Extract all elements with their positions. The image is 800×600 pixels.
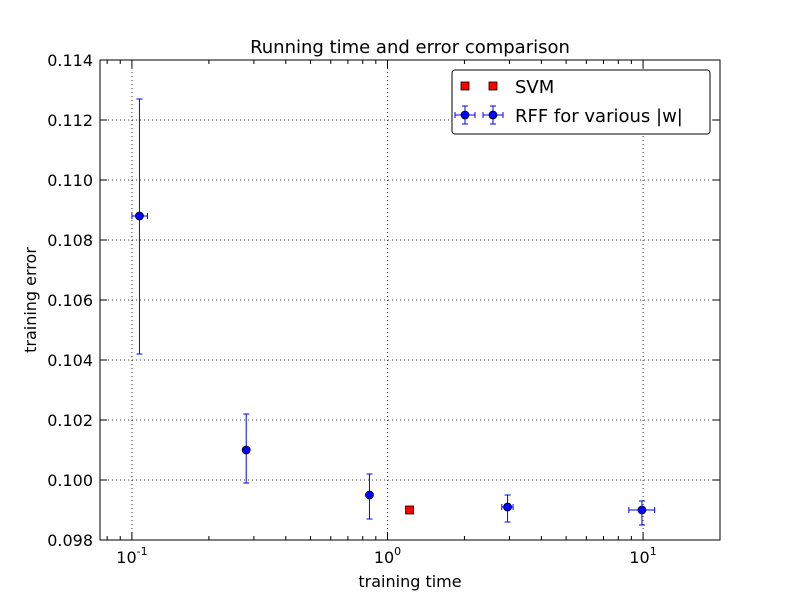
rff-point — [503, 502, 512, 512]
ticks — [100, 59, 720, 541]
legend-marker-rff — [488, 110, 498, 120]
y-tick-label: 0.104 — [47, 351, 93, 370]
y-tick-label: 0.102 — [47, 411, 93, 430]
y-tick-label: 0.110 — [47, 171, 93, 190]
y-tick-label: 0.114 — [47, 51, 93, 70]
y-tick-label: 0.106 — [47, 291, 93, 310]
legend: SVM RFF for various |w| — [451, 69, 711, 135]
x-tick-labels: 10-1 100 101 — [116, 545, 656, 567]
legend-label-rff: RFF for various |w| — [515, 106, 683, 127]
rff-point — [637, 505, 647, 515]
x-tick-exponent: 0 — [394, 545, 401, 558]
rff-point — [241, 445, 251, 455]
y-tick-label: 0.108 — [47, 231, 93, 250]
y-axis-label: training error — [21, 247, 40, 353]
y-tick-label: 0.098 — [47, 531, 93, 550]
rff-point — [365, 490, 374, 500]
x-tick-base: 10 — [629, 548, 649, 567]
x-tick-base: 10 — [374, 548, 394, 567]
legend-marker-svm — [460, 81, 470, 91]
svm-point — [405, 505, 414, 515]
y-tick-labels: 0.098 0.100 0.102 0.104 0.106 0.108 0.110 0.112… — [47, 51, 93, 550]
chart-title: Running time and error comparison — [250, 37, 570, 58]
rff-point — [135, 211, 144, 221]
legend-box — [451, 69, 711, 135]
y-tick-label: 0.100 — [47, 471, 93, 490]
markers — [135, 211, 647, 515]
legend-marker-rff — [460, 110, 470, 120]
x-tick-label: 10-1 — [116, 545, 147, 567]
legend-marker-svm — [488, 81, 498, 91]
legend-label-svm: SVM — [515, 77, 554, 98]
x-tick-base: 10 — [116, 548, 136, 567]
x-tick-label: 101 — [629, 545, 656, 567]
legend-markers — [454, 81, 504, 125]
x-tick-exponent: 1 — [650, 545, 657, 558]
y-tick-label: 0.112 — [47, 111, 93, 130]
x-tick-label: 100 — [374, 545, 401, 567]
x-tick-exponent: -1 — [137, 545, 148, 558]
x-axis-label: training time — [358, 572, 461, 591]
